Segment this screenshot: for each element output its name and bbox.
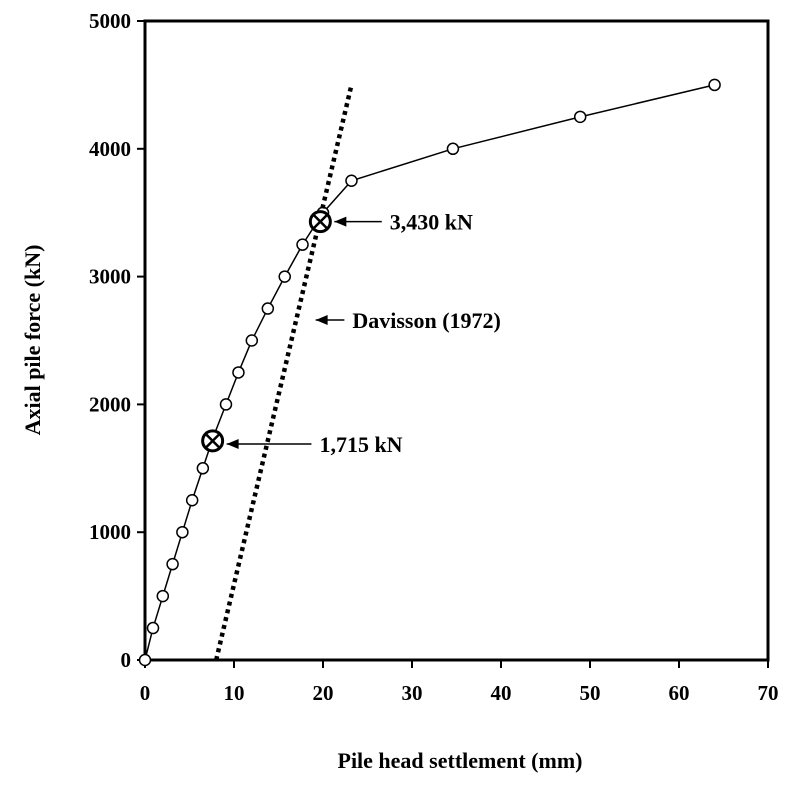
data-point xyxy=(166,557,179,571)
annotation-label: 1,715 kN xyxy=(319,432,402,457)
data-point xyxy=(296,238,309,251)
data-point xyxy=(708,78,721,92)
capacity-marker xyxy=(308,210,332,234)
plot-frame xyxy=(143,19,770,662)
plot-frame-group xyxy=(143,19,770,662)
annotation-arrow-head xyxy=(315,315,328,326)
y-tick-label: 4000 xyxy=(89,137,131,161)
annotation-layer: 3,430 kN Davisson (1972) 1,715 kN xyxy=(226,210,501,457)
data-point xyxy=(245,334,259,347)
y-tick-label: 3000 xyxy=(89,265,131,289)
data-point xyxy=(196,462,210,475)
y-tick-label: 1000 xyxy=(89,520,131,544)
data-point xyxy=(185,494,199,507)
capacity-marker xyxy=(201,429,225,453)
load-settlement-line xyxy=(144,84,715,661)
x-tick-label: 50 xyxy=(580,681,601,705)
annotation-arrow-head xyxy=(334,216,347,227)
y-tick-label: 5000 xyxy=(89,9,131,33)
x-tick-label: 40 xyxy=(491,681,512,705)
x-tick-label: 70 xyxy=(758,681,779,705)
x-tick-label: 20 xyxy=(313,681,334,705)
davisson-offset-line xyxy=(214,84,354,661)
data-point xyxy=(176,525,189,539)
capacity-marker-cross xyxy=(312,213,329,230)
data-point xyxy=(219,398,233,411)
x-tick-label: 0 xyxy=(140,681,151,705)
marker-layer xyxy=(201,210,332,453)
y-tick-label: 0 xyxy=(121,648,132,672)
data-point xyxy=(446,142,460,156)
data-point xyxy=(261,302,275,315)
annotation-label: 3,430 kN xyxy=(390,210,473,235)
x-axis-ticks: 0 10 20 30 40 50 60 70 xyxy=(140,660,779,705)
annotation-label: Davisson (1972) xyxy=(352,308,501,333)
capacity-marker-cross xyxy=(204,432,221,449)
x-tick-label: 60 xyxy=(669,681,690,705)
y-axis-title: Axial pile force (kN) xyxy=(20,245,45,436)
data-point xyxy=(573,110,587,124)
x-axis-title: Pile head settlement (mm) xyxy=(338,748,583,773)
annotation-arrow-head xyxy=(226,439,239,450)
data-point xyxy=(345,174,358,187)
y-tick-label: 2000 xyxy=(89,392,131,416)
x-tick-label: 30 xyxy=(402,681,423,705)
x-tick-label: 10 xyxy=(224,681,245,705)
data-point xyxy=(232,366,245,379)
data-point xyxy=(278,270,291,283)
data-point xyxy=(138,653,152,667)
y-axis-ticks: 0 1000 2000 3000 4000 5000 xyxy=(89,9,145,672)
data-point xyxy=(146,621,160,635)
data-point xyxy=(156,589,170,603)
series-layer xyxy=(138,78,721,667)
